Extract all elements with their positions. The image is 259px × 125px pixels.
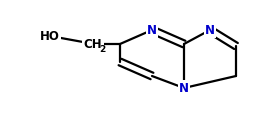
Text: 2: 2 bbox=[99, 44, 105, 54]
Text: N: N bbox=[147, 24, 157, 36]
Text: N: N bbox=[205, 24, 215, 36]
Text: N: N bbox=[179, 82, 189, 94]
Text: CH: CH bbox=[84, 38, 102, 51]
Text: HO: HO bbox=[40, 30, 60, 43]
